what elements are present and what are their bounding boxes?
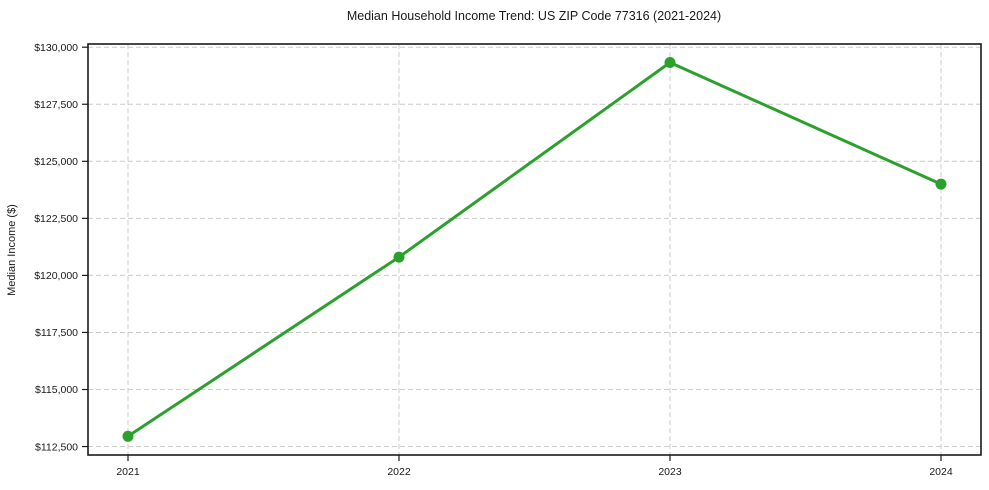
y-tick-label: $120,000 [34,270,78,282]
plot-border [87,43,982,456]
y-tick-label: $115,000 [35,384,78,396]
trend-line [126,61,943,438]
x-tick-label: 2021 [116,466,140,478]
y-tick-label: $117,500 [35,327,78,339]
y-tick-label: $125,000 [34,156,78,168]
tick-labels: $112,500 $115,000 $117,500 $120,000 $122,500… [34,42,953,478]
y-tick-label: $127,500 [34,99,78,111]
x-tick-label: 2023 [658,466,682,478]
y-tick-label: $130,000 [34,42,78,54]
y-axis-label: Median Income ($) [6,204,18,296]
axis-ticks [82,46,942,461]
data-points [122,57,947,442]
chart-title: Median Household Income Trend: US ZIP Co… [347,9,721,23]
data-point-marker [935,178,947,190]
data-point-marker [664,57,676,68]
x-tick-label: 2024 [929,466,953,478]
y-tick-label: $112,500 [35,441,78,453]
gridlines [88,44,981,455]
y-tick-label: $122,500 [34,213,78,225]
data-point-marker [393,251,405,263]
x-tick-label: 2022 [387,466,411,478]
data-point-marker [122,430,134,442]
